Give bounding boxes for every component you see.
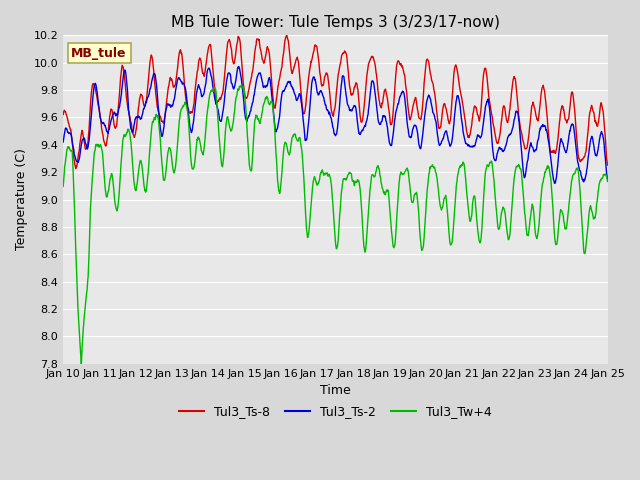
Y-axis label: Temperature (C): Temperature (C): [15, 149, 28, 251]
Text: MB_tule: MB_tule: [71, 47, 127, 60]
Legend: Tul3_Ts-8, Tul3_Ts-2, Tul3_Tw+4: Tul3_Ts-8, Tul3_Ts-2, Tul3_Tw+4: [174, 400, 497, 423]
Title: MB Tule Tower: Tule Temps 3 (3/23/17-now): MB Tule Tower: Tule Temps 3 (3/23/17-now…: [171, 15, 500, 30]
X-axis label: Time: Time: [320, 384, 351, 397]
